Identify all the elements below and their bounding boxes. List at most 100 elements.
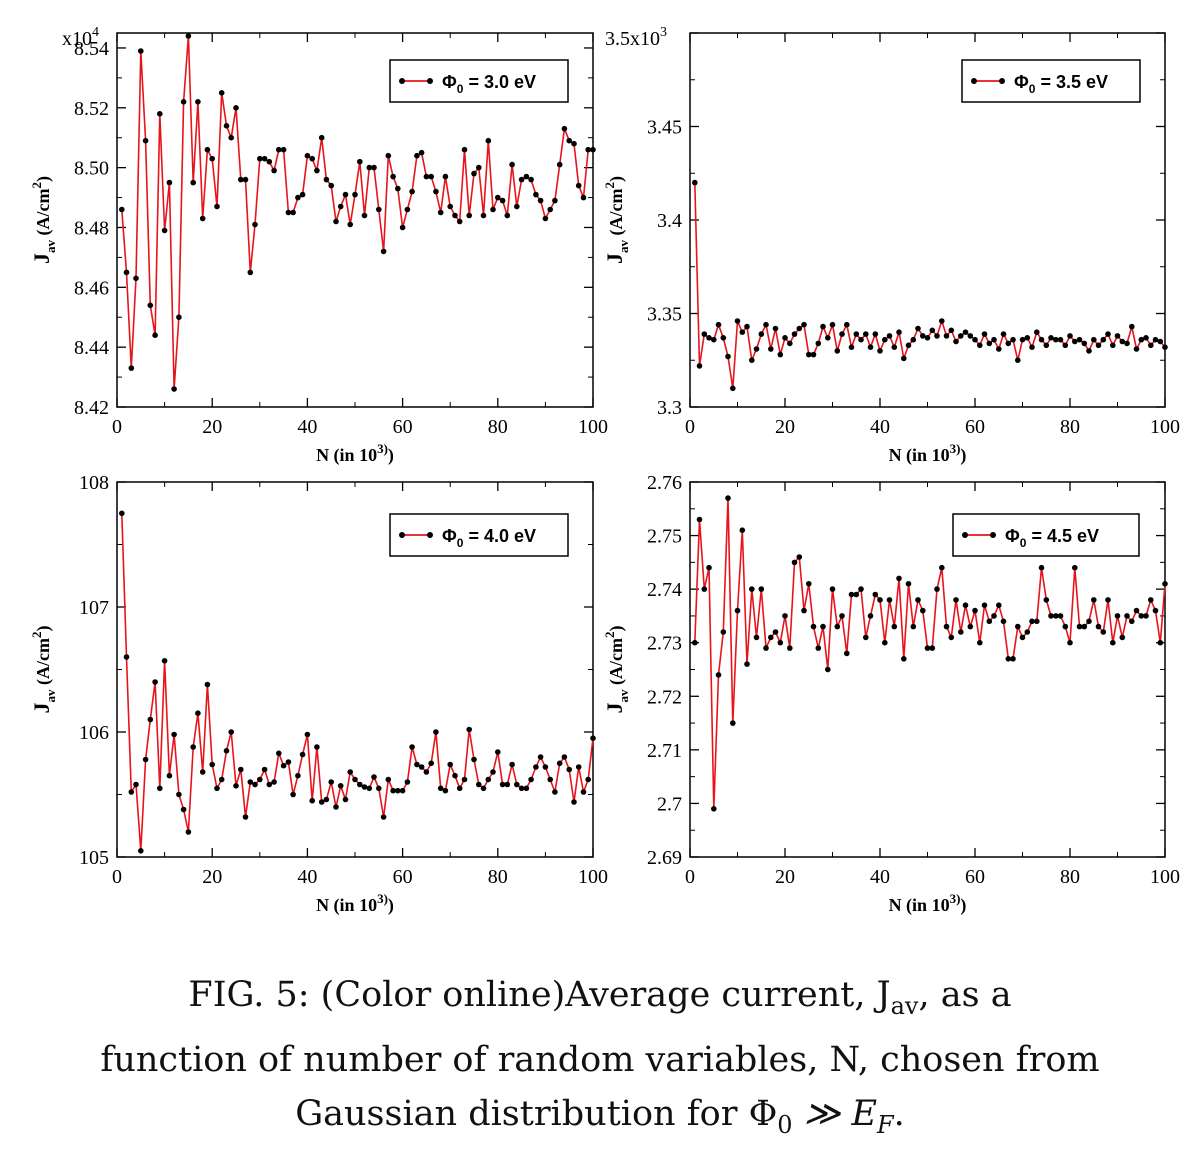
data-point (495, 194, 501, 201)
data-point (428, 760, 435, 767)
y-tick-label: 106 (79, 722, 109, 744)
data-point (1119, 338, 1126, 345)
data-point (1067, 333, 1073, 339)
data-point (1010, 656, 1016, 662)
data-point (133, 275, 139, 282)
x-tick-label: 60 (393, 416, 413, 438)
data-point (276, 146, 282, 153)
y-tick-label: 105 (79, 847, 109, 869)
data-point (1162, 581, 1168, 587)
data-point (352, 776, 358, 783)
y-multiplier-label: 3.5x103 (605, 25, 667, 50)
data-point (782, 613, 788, 619)
data-point (442, 173, 449, 180)
data-point (758, 586, 765, 592)
data-point (1100, 336, 1107, 343)
data-point (433, 729, 439, 735)
data-point (996, 346, 1002, 352)
data-point (575, 764, 582, 770)
x-tick-label: 100 (1150, 416, 1180, 438)
data-point (476, 781, 482, 788)
data-point (1067, 639, 1073, 646)
data-point (290, 791, 296, 798)
data-point (1019, 634, 1026, 641)
data-point (456, 785, 463, 792)
data-point (839, 331, 845, 337)
data-point (1057, 336, 1064, 343)
data-point (352, 191, 358, 198)
data-point (318, 134, 325, 141)
data-point (323, 176, 330, 183)
data-point (152, 679, 158, 685)
data-point (948, 327, 955, 334)
data-point (730, 385, 736, 392)
data-point (133, 781, 139, 788)
legend-marker-left (399, 78, 405, 84)
y-tick-label: 8.46 (74, 277, 109, 299)
data-point (701, 331, 708, 337)
data-point (711, 806, 717, 812)
data-point (848, 591, 855, 598)
data-point (504, 781, 511, 788)
data-point (233, 783, 239, 789)
data-point (777, 351, 784, 358)
data-point (399, 787, 406, 794)
data-point (967, 333, 974, 339)
y-tick-label: 8.42 (74, 397, 109, 419)
data-point (380, 248, 387, 255)
data-point (734, 318, 741, 324)
x-tick-label: 40 (297, 866, 317, 888)
y-tick-label: 2.69 (647, 847, 682, 869)
data-point (1095, 342, 1102, 349)
data-point (333, 804, 339, 810)
data-point (1110, 342, 1116, 349)
data-point (1005, 340, 1012, 347)
y-tick-label: 2.73 (647, 633, 682, 655)
data-point (882, 336, 888, 343)
data-point (571, 799, 577, 805)
data-point (238, 766, 244, 773)
y-axis-label: Jav (A/cm2) (602, 626, 631, 714)
legend-marker-right (999, 78, 1005, 84)
data-point (706, 335, 712, 341)
data-point (981, 602, 988, 608)
data-point (1138, 336, 1145, 343)
data-point (920, 333, 926, 339)
x-axis-label: N (in 103)) (889, 441, 967, 466)
data-point (185, 829, 192, 835)
data-point (820, 323, 826, 330)
data-point (820, 623, 826, 630)
data-point (190, 179, 196, 186)
data-point (1157, 338, 1164, 345)
y-tick-label: 3.45 (647, 117, 682, 139)
data-point (1157, 639, 1164, 646)
y-tick-label: 8.52 (74, 98, 109, 120)
data-point (119, 206, 125, 213)
data-point (1034, 329, 1040, 336)
data-point (304, 152, 311, 159)
x-tick-label: 100 (578, 416, 608, 438)
data-point (877, 348, 883, 354)
data-point (1081, 623, 1088, 630)
data-point (1124, 340, 1130, 347)
series-line (121, 513, 594, 852)
data-point (768, 634, 774, 641)
x-tick-label: 100 (578, 866, 608, 888)
data-point (696, 363, 703, 369)
data-point (385, 152, 392, 159)
data-point (452, 212, 458, 219)
data-point (1138, 613, 1145, 619)
data-point (763, 321, 769, 328)
chart-panel-4: 0 20 40 60 80 100 2.69 2.7 2.71 2.72 2.73 2.74 2.75 2… (602, 472, 1180, 916)
data-point (480, 785, 487, 792)
data-point (204, 146, 211, 153)
data-point (542, 764, 549, 770)
data-point (314, 744, 320, 750)
data-point (404, 206, 411, 213)
x-tick-label: 60 (393, 866, 413, 888)
data-point (711, 336, 717, 343)
data-point (119, 510, 125, 517)
data-point (1081, 340, 1088, 347)
data-point (433, 188, 439, 195)
x-tick-label: 20 (202, 866, 222, 888)
